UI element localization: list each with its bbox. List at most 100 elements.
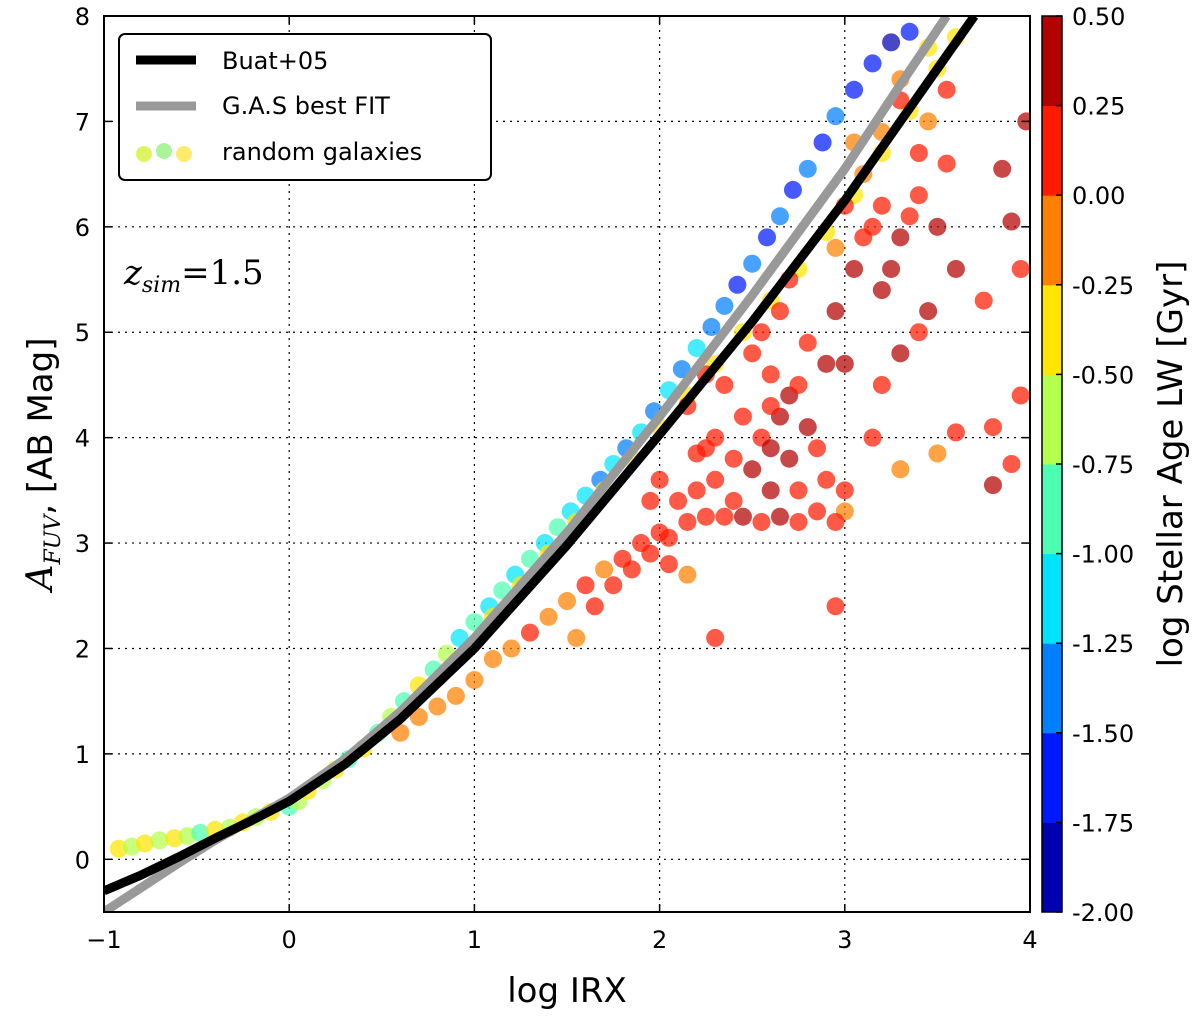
galaxy-point-96 <box>641 544 660 563</box>
galaxy-point-103 <box>770 507 789 526</box>
galaxy-point-122 <box>752 323 771 342</box>
galaxy-point-108 <box>743 460 762 479</box>
y-tick-label-2: 2 <box>75 635 90 663</box>
plot-frame <box>103 15 1031 913</box>
galaxy-point-48 <box>770 207 789 226</box>
galaxy-point-93 <box>585 597 604 616</box>
y-tick-label-3: 3 <box>75 530 90 558</box>
galaxy-point-84 <box>520 623 539 642</box>
galaxy-point-184 <box>826 238 845 257</box>
galaxy-point-127 <box>817 354 836 373</box>
galaxy-point-155 <box>1002 212 1021 231</box>
colorbar-tick-label-9: -1.75 <box>1072 809 1134 837</box>
colorbar-label: log Stellar Age LW [Gyr] <box>1151 261 1191 668</box>
legend-marker-3 <box>176 146 192 162</box>
fit-lines <box>104 16 979 912</box>
x-tick-label-4: 3 <box>837 926 852 954</box>
galaxy-point-162 <box>706 628 725 647</box>
galaxy-point-104 <box>789 512 808 531</box>
galaxy-point-80 <box>446 686 465 705</box>
galaxy-point-156 <box>1002 455 1021 473</box>
galaxy-point-105 <box>808 502 827 521</box>
galaxy-point-144 <box>872 375 891 394</box>
galaxy-point-180 <box>919 112 938 131</box>
y-label-main: A <box>20 565 61 594</box>
galaxy-point-143 <box>891 344 910 363</box>
galaxy-point-44 <box>715 296 734 315</box>
y-tick-label-4: 4 <box>75 425 90 453</box>
galaxy-point-136 <box>900 207 919 226</box>
galaxy-point-79 <box>428 697 447 716</box>
legend: Buat+05 G.A.S best FIT random galaxies <box>118 33 492 181</box>
galaxy-point-83 <box>502 639 521 658</box>
colorbar-segment-3 <box>1042 553 1062 644</box>
galaxy-point-171 <box>724 491 743 510</box>
galaxy-point-137 <box>909 186 928 205</box>
legend-marker-1 <box>136 146 152 162</box>
galaxy-point-46 <box>743 254 762 273</box>
galaxy-point-2 <box>135 834 154 853</box>
galaxy-point-149 <box>891 460 910 479</box>
redshift-annotation: zsim=1.5 <box>123 253 264 298</box>
galaxy-point-98 <box>678 512 697 531</box>
galaxy-point-43 <box>702 317 721 336</box>
galaxy-point-133 <box>872 281 891 300</box>
galaxy-point-164 <box>826 597 845 616</box>
galaxy-point-145 <box>863 428 882 447</box>
y-tick-label-6: 6 <box>75 214 90 242</box>
galaxy-point-92 <box>567 628 586 647</box>
galaxy-point-107 <box>724 449 743 468</box>
galaxy-point-114 <box>798 418 817 437</box>
galaxy-point-163 <box>678 565 697 584</box>
galaxy-point-154 <box>993 159 1012 178</box>
legend-marker-2 <box>156 143 172 159</box>
y-label-rest: , [AB Mag] <box>21 338 61 515</box>
galaxy-point-167 <box>650 470 669 489</box>
galaxy-point-150 <box>928 444 947 463</box>
legend-label-buat: Buat+05 <box>222 47 328 75</box>
galaxy-point-126 <box>798 333 817 352</box>
galaxy-point-81 <box>465 671 484 690</box>
galaxy-point-50 <box>798 159 817 178</box>
galaxy-point-100 <box>715 507 734 526</box>
galaxy-point-153 <box>983 418 1002 437</box>
galaxy-point-41 <box>672 360 691 379</box>
colorbar-segment-4 <box>1042 464 1062 555</box>
galaxy-point-142 <box>909 323 928 342</box>
galaxy-point-82 <box>483 650 502 669</box>
galaxy-point-45 <box>728 275 747 294</box>
y-tick-label-5: 5 <box>75 319 90 347</box>
colorbar-segment-9 <box>1042 16 1062 107</box>
galaxy-point-173 <box>780 449 799 468</box>
x-tick-label-3: 2 <box>652 926 667 954</box>
galaxy-point-49 <box>783 180 802 199</box>
colorbar-tick-label-1: 0.25 <box>1072 93 1125 121</box>
galaxy-point-172 <box>761 481 780 500</box>
colorbar-tick-label-0: 0.50 <box>1072 3 1125 31</box>
colorbar-segment-1 <box>1042 732 1062 823</box>
galaxy-point-141 <box>946 259 965 278</box>
line-buat-05 <box>104 16 979 896</box>
y-tick-label-7: 7 <box>75 108 90 136</box>
galaxy-point-132 <box>863 217 882 236</box>
annotation-main: z <box>123 253 143 293</box>
colorbar-segment-7 <box>1042 195 1062 286</box>
colorbar-tick-label-2: 0.00 <box>1072 182 1125 210</box>
galaxy-point-152 <box>974 291 993 310</box>
galaxy-point-53 <box>845 80 864 99</box>
galaxy-point-130 <box>845 259 864 278</box>
galaxy-point-175 <box>808 439 827 458</box>
galaxy-point-124 <box>770 302 789 321</box>
galaxy-point-186 <box>909 144 928 163</box>
galaxy-point-88 <box>595 560 614 579</box>
colorbar-tick-label-8: -1.50 <box>1072 720 1134 748</box>
galaxy-point-42 <box>687 339 706 358</box>
galaxy-point-85 <box>539 607 558 626</box>
galaxy-point-158 <box>1011 259 1030 278</box>
galaxy-point-56 <box>900 22 919 41</box>
galaxy-point-97 <box>659 528 678 547</box>
galaxy-point-161 <box>826 512 845 531</box>
galaxy-point-99 <box>696 507 715 526</box>
axis-ticks: −1 0 1 2 3 4 0 1 2 3 4 5 6 7 8 <box>75 3 1038 954</box>
